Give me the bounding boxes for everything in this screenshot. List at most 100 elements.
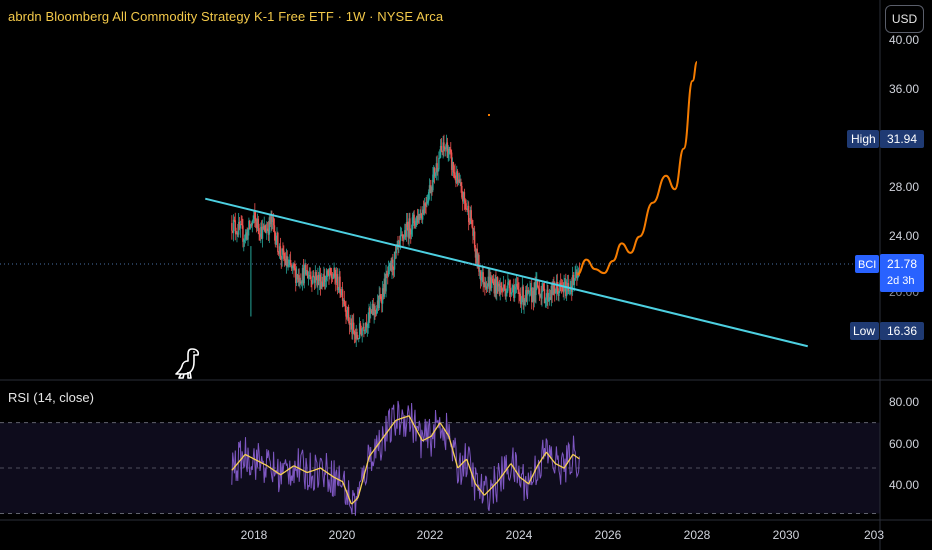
candle-body bbox=[398, 240, 401, 242]
candle-body bbox=[391, 259, 393, 271]
candle-body bbox=[366, 325, 369, 328]
current-price-value: 21.78 bbox=[887, 257, 917, 271]
candle-body bbox=[393, 269, 395, 271]
candle-body bbox=[387, 274, 389, 276]
candle-body bbox=[522, 286, 524, 306]
candle-body bbox=[312, 275, 315, 278]
candle-body bbox=[523, 299, 525, 306]
candle-body bbox=[349, 323, 351, 326]
candle-body bbox=[371, 303, 374, 311]
candle-body bbox=[468, 222, 471, 224]
candle-body bbox=[410, 232, 412, 235]
candle-body bbox=[518, 289, 520, 294]
price-tick-20-partial: 20.00 bbox=[889, 285, 919, 299]
candle-body bbox=[248, 220, 250, 230]
candle-body bbox=[339, 276, 341, 294]
candle-body bbox=[374, 305, 376, 311]
candle-body bbox=[282, 248, 284, 251]
high-badge: High 31.94 bbox=[847, 130, 924, 148]
candle-body bbox=[480, 276, 483, 281]
candle-body bbox=[470, 210, 472, 221]
candle-body bbox=[450, 152, 453, 170]
candle-body bbox=[574, 272, 576, 281]
candle-body bbox=[552, 282, 554, 295]
candle-body bbox=[486, 283, 489, 289]
candle-body bbox=[433, 168, 436, 177]
candle-body bbox=[519, 293, 521, 297]
candle-body bbox=[437, 169, 439, 172]
candle-body bbox=[341, 289, 344, 301]
candle-body bbox=[547, 289, 549, 301]
candle-body bbox=[394, 251, 397, 254]
candle-body bbox=[526, 290, 529, 296]
candle-body bbox=[361, 328, 363, 336]
candle-body bbox=[441, 150, 443, 152]
candle-body bbox=[342, 299, 345, 301]
candle-body bbox=[534, 282, 536, 296]
candle-body bbox=[424, 203, 426, 206]
candle-body bbox=[573, 280, 576, 285]
candle-body bbox=[527, 290, 530, 293]
candle-body bbox=[310, 276, 312, 281]
candle-body bbox=[329, 268, 332, 274]
projection-path bbox=[577, 60, 698, 276]
candle-body bbox=[461, 185, 463, 198]
drawings[interactable] bbox=[205, 60, 808, 348]
candle-body bbox=[439, 157, 441, 159]
candle-body bbox=[536, 280, 538, 282]
candle-body bbox=[284, 259, 287, 266]
candle-body bbox=[338, 276, 340, 289]
candle-body bbox=[421, 209, 424, 220]
candle-body bbox=[409, 218, 411, 233]
candle-body bbox=[295, 268, 297, 283]
candle-body bbox=[520, 299, 523, 305]
candle-body bbox=[246, 232, 248, 240]
candle-body bbox=[525, 290, 528, 296]
rsi-indicator-label[interactable]: RSI (14, close) bbox=[8, 390, 94, 405]
candle-body bbox=[243, 240, 245, 242]
rsi-line bbox=[231, 400, 580, 516]
candle-body bbox=[487, 276, 489, 284]
candle-body bbox=[387, 265, 390, 276]
candle-body bbox=[404, 230, 407, 237]
candle-body bbox=[445, 142, 448, 148]
candle-body bbox=[274, 232, 276, 245]
candle-body bbox=[479, 271, 481, 273]
candle-body bbox=[446, 142, 449, 158]
time-tick-2018: 2018 bbox=[241, 528, 268, 542]
candle-body bbox=[448, 149, 450, 153]
candle-body bbox=[490, 278, 493, 288]
candle-body bbox=[440, 145, 443, 151]
candle-body bbox=[236, 232, 238, 235]
candle-body bbox=[465, 203, 467, 210]
candle-body bbox=[412, 214, 415, 218]
candle-body bbox=[266, 228, 269, 230]
candle-body bbox=[275, 242, 277, 245]
candle-body bbox=[541, 290, 543, 299]
currency-button[interactable]: USD bbox=[885, 5, 924, 33]
candle-body bbox=[416, 216, 418, 219]
candle-body bbox=[278, 252, 280, 254]
candle-body bbox=[316, 276, 318, 286]
candle-body bbox=[485, 286, 487, 288]
candle-body bbox=[305, 265, 307, 276]
candle-body bbox=[234, 220, 236, 231]
time-tick-2030: 2030 bbox=[773, 528, 800, 542]
candle-body bbox=[479, 271, 482, 281]
candle-body bbox=[242, 225, 244, 242]
candle-body bbox=[509, 288, 512, 295]
candle-body bbox=[300, 281, 302, 283]
candle-body bbox=[298, 275, 300, 283]
candle-body bbox=[303, 268, 305, 284]
candle-body bbox=[352, 322, 354, 334]
candle-body bbox=[554, 287, 556, 294]
candle-body bbox=[462, 192, 465, 202]
candle-body bbox=[502, 290, 504, 292]
candle-body bbox=[304, 265, 306, 269]
candle-body bbox=[450, 150, 452, 153]
candle-body bbox=[540, 294, 542, 299]
candle-body bbox=[512, 285, 514, 288]
chart-title: abrdn Bloomberg All Commodity Strategy K… bbox=[8, 9, 444, 24]
candle-body bbox=[301, 268, 304, 283]
